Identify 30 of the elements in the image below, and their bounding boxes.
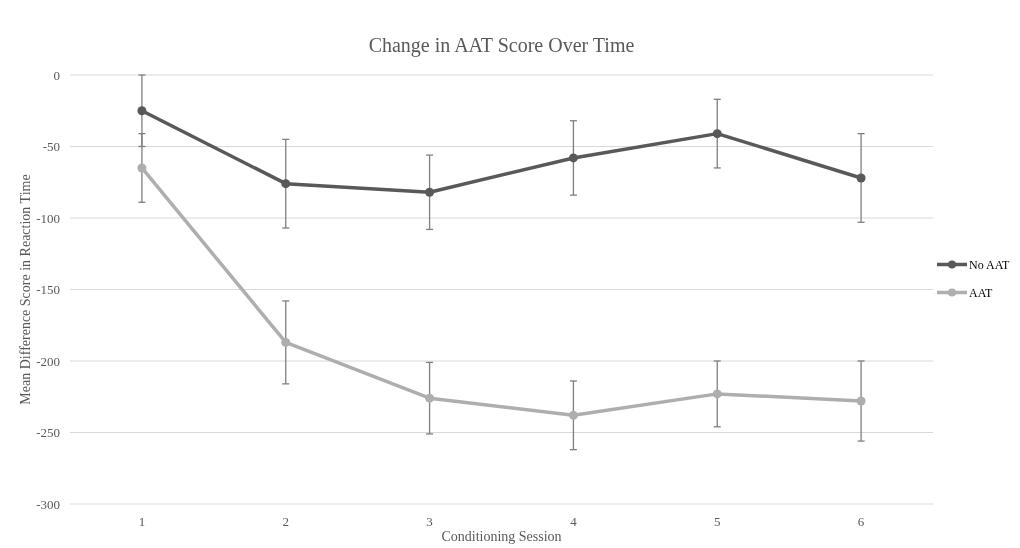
point [712,129,722,139]
y-tick-label: -50 [42,139,60,155]
y-tick-label: -200 [36,353,60,369]
y-tick-label: -100 [36,210,60,226]
x-axis-title: Conditioning Session [441,529,562,544]
point [568,410,578,420]
chart-title: Change in AAT Score Over Time [368,34,635,57]
x-tick-label: 1 [138,514,146,529]
x-tick-label: 5 [714,514,721,529]
point [425,393,435,403]
point [568,153,578,163]
y-tick-label: -300 [36,496,60,512]
point [281,337,291,347]
point [281,179,291,189]
point [856,396,866,406]
point [856,173,866,183]
legend-label: No AAT [969,257,1011,272]
point [712,389,722,399]
y-tick-label: 0 [53,67,60,83]
x-tick-label: 4 [570,514,578,529]
x-tick-label: 2 [282,514,289,529]
x-tick-label: 3 [426,514,433,529]
legend-label: AAT [969,285,993,300]
point [425,187,435,197]
point [137,106,147,116]
y-tick-label: -150 [36,282,60,298]
point [137,163,147,173]
y-tick-label: -250 [36,425,60,441]
x-tick-label: 6 [857,514,865,529]
y-axis-title: Mean Difference Score in Reaction Time [18,174,33,405]
